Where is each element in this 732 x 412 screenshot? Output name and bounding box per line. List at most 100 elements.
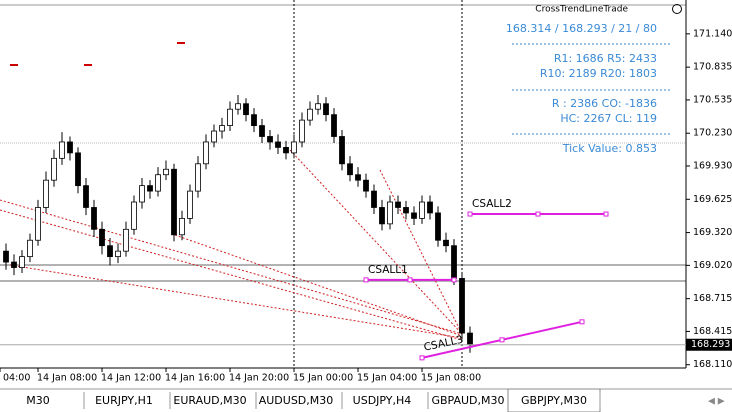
candle-body [11,261,17,268]
handle [467,211,473,217]
fan-line [379,169,463,335]
candle-body [379,207,385,225]
tab[interactable]: EURAUD,M30 [173,392,257,409]
candle-body [275,141,281,148]
candle-body [123,228,129,252]
tab-scroll: ◀ ▶ [708,397,725,407]
tab[interactable]: GBPJPY,M30 [507,388,601,412]
candle-body [459,278,465,334]
candle-body [411,212,417,219]
candle-body [27,239,33,258]
candle-body [267,136,273,143]
info-line: HC: 2267 CL: 119 [560,112,657,125]
handle [419,355,425,361]
info-line: R10: 2189 R20: 1803 [540,67,657,80]
candle-body [395,201,401,208]
candle-body [259,125,265,137]
candle-body [99,228,105,247]
candle-body [35,207,41,241]
tab[interactable]: GBPAUD,M30 [431,392,515,409]
x-tick-label: 15 Jan 04:00 [357,373,417,384]
candle-body [131,201,137,230]
candle-body [171,168,177,236]
candle-body [307,108,313,121]
y-tick-label: 168.715 [693,293,732,304]
tab[interactable]: EURJPY,H1 [95,392,171,409]
x-tick-label: 14 Jan 08:00 [37,373,97,384]
candle-body [227,108,233,126]
x-tick-label: 04:00 [3,373,30,384]
info-panel: 168.314 / 168.293 / 21 / 80 R1: 1686 R5: … [506,22,672,155]
tab[interactable]: USDJPY,H4 [353,392,429,409]
tab-label[interactable]: AUDUSD,M30 [259,394,334,407]
info-line: Tick Value: 0.853 [562,142,657,155]
handle [579,319,585,325]
trendline-label: CSALL2 [472,198,512,210]
candle-body [243,103,249,116]
candle-body [315,103,321,110]
candle-body [235,103,241,110]
handle [499,337,505,343]
y-tick-label: 168.110 [693,359,732,370]
candle-body [59,141,65,159]
x-tick-label: 14 Jan 12:00 [101,373,161,384]
candle-body [387,201,393,225]
tab-label[interactable]: GBPJPY,M30 [521,394,587,407]
candle-body [51,157,57,181]
y-tick-label: 169.020 [693,260,732,271]
candle-body [427,201,433,214]
candle-body [179,217,185,236]
candle-body [283,147,289,154]
candle-body [83,185,89,208]
y-tick-label: 168.415 [693,326,732,337]
y-tick-label: 169.320 [693,227,732,238]
y-tick-label: 170.835 [693,62,732,73]
handle [535,211,541,217]
tab[interactable]: AUDUSD,M30 [259,392,343,409]
candle-body [139,185,145,203]
candle-body [251,114,257,126]
price-tag-label: 168.293 [691,339,730,350]
handle [603,211,609,217]
fan-line [9,264,463,339]
candle-body [451,245,457,279]
candle-body [299,119,305,143]
y-tick-label: 169.930 [693,160,732,171]
fan-line [289,149,463,335]
fan-line [174,234,463,337]
x-tick-label: 15 Jan 08:00 [421,373,481,384]
tab-label[interactable]: EURAUD,M30 [173,394,246,407]
tab-label[interactable]: USDJPY,H4 [353,394,412,407]
x-tick-label: 14 Jan 20:00 [229,373,289,384]
candle-body [67,141,73,154]
candle-body [331,114,337,137]
candle-body [347,163,353,176]
panel-title: CrossTrendLineTrade [535,5,628,15]
candle-body [291,141,297,154]
info-line: R1: 1686 R5: 2433 [554,52,657,65]
trendline-label: CSALL1 [368,264,408,276]
candle-body [339,136,345,165]
candle-body [195,163,201,192]
candle-body [403,207,409,214]
tab[interactable]: M30 [26,392,85,409]
tab-label[interactable]: GBPAUD,M30 [431,394,504,407]
y-tick-label: 171.140 [693,28,732,39]
candle-body [91,207,97,230]
tab-label[interactable]: EURJPY,H1 [95,394,153,407]
candle-body [147,185,153,192]
y-tick-label: 170.535 [693,94,732,105]
price-tag [686,338,732,351]
candle-body [363,179,369,192]
y-tick-label: 170.230 [693,128,732,139]
candle-body [115,250,121,258]
candle-body [419,201,425,219]
panel-icon [672,4,682,14]
candle-body [323,103,329,116]
tab-label[interactable]: M30 [26,394,50,407]
handle [363,277,369,283]
candle-body [467,332,473,346]
